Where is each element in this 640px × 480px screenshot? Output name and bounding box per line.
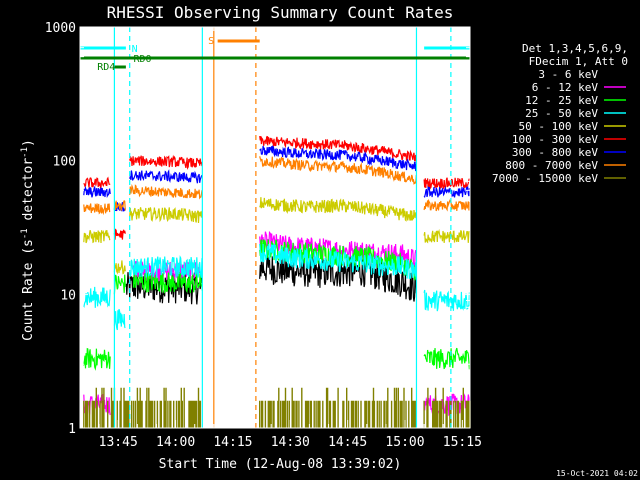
series-mark-25-50keV-0: [83, 286, 111, 308]
legend-label: 800 - 7000 keV: [505, 159, 598, 172]
plot-frame: [79, 26, 471, 429]
series-mark-12-25keV-0: [83, 347, 111, 371]
legend-label: 300 - 800 keV: [512, 146, 598, 159]
x-tick-label: 14:45: [328, 435, 367, 450]
series-mark-100-300keV-1: [113, 228, 126, 240]
series-800-7000keV: [83, 156, 470, 216]
x-tick-label: 14:00: [156, 435, 195, 450]
series-mark-100-300keV-3: [259, 135, 417, 164]
legend-label: 100 - 300 keV: [512, 133, 598, 146]
series-mark-100-300keV-0: [83, 176, 111, 190]
series-mark-12-25keV-4: [423, 347, 470, 370]
series-mark-50-100keV-4: [423, 228, 470, 244]
flag-label-RD0: RD0: [134, 54, 152, 65]
legend-label: 3 - 6 keV: [538, 68, 598, 81]
series-mark-50-100keV-2: [129, 207, 203, 224]
series-mark-800-7000keV-2: [129, 183, 203, 200]
legend-label: 25 - 50 keV: [525, 107, 598, 120]
series-mark-800-7000keV-1: [113, 200, 126, 211]
legend-label: 50 - 100 keV: [519, 120, 599, 133]
series-mark-50-100keV-0: [83, 229, 111, 244]
series-100-300keV: [83, 135, 470, 240]
series-mark-25-50keV-1: [113, 308, 126, 331]
series-mark-800-7000keV-4: [423, 198, 470, 212]
flag-label-RD4: RD4: [97, 62, 115, 73]
series-mark-25-50keV-3: [259, 243, 417, 280]
legend-header-detectors: Det 1,3,4,5,6,9,: [522, 42, 628, 55]
legend: Det 1,3,4,5,6,9, FDecim 1, Att 0 3 - 6 k…: [492, 42, 628, 185]
y-tick-label: 100: [53, 155, 76, 170]
series-50-100keV: [83, 197, 470, 275]
series-mark-25-50keV-2: [129, 255, 203, 278]
y-tick-label: 1000: [45, 21, 76, 36]
series-mark-12-25keV-2: [132, 271, 203, 294]
series-mark-300-800keV-4: [423, 185, 470, 199]
flag-label-N: N: [132, 44, 138, 55]
plot-area: [80, 27, 470, 428]
series-mark-300-800keV-2: [129, 169, 203, 184]
series-mark-100-300keV-4: [423, 177, 470, 190]
y-axis-label: Count Rate (s-1 detector-1): [20, 139, 36, 341]
legend-label: 6 - 12 keV: [532, 81, 599, 94]
series-mark-12-25keV-1: [113, 274, 126, 295]
legend-label: 7000 - 15000 keV: [492, 172, 598, 185]
x-tick-label: 15:00: [385, 435, 424, 450]
series-mark-800-7000keV-3: [259, 156, 417, 185]
chart-title: RHESSI Observing Summary Count Rates: [107, 3, 454, 22]
series-mark-7000-15000keV-0: [83, 387, 202, 428]
legend-header-decimation: FDecim 1, Att 0: [529, 55, 628, 68]
series-mark-100-300keV-2: [129, 154, 203, 170]
y-tick-label: 10: [60, 288, 76, 303]
series-mark-7000-15000keV-1: [259, 387, 417, 428]
series-mark-800-7000keV-0: [83, 203, 111, 216]
plot-background: [80, 27, 470, 428]
data-layer: N S RD0 RD4: [80, 27, 471, 428]
x-axis-label: Start Time (12-Aug-08 13:39:02): [159, 457, 402, 472]
flag-label-S: S: [208, 36, 214, 47]
y-tick-label: 1: [68, 422, 76, 437]
timestamp: 15-Oct-2021 04:02: [556, 469, 638, 478]
series-mark-25-50keV-4: [423, 289, 470, 312]
series-mark-3-6keV-1: [259, 252, 417, 302]
axes: 1 10 100 1000 13:45 14:00 14:15 14:30 14:45 15:00…: [45, 21, 482, 450]
series-mark-300-800keV-0: [83, 185, 111, 199]
x-tick-label: 15:15: [443, 435, 482, 450]
x-tick-label: 13:45: [99, 435, 138, 450]
legend-label: 12 - 25 keV: [525, 94, 598, 107]
x-tick-label: 14:15: [213, 435, 252, 450]
series-25-50keV: [83, 243, 470, 331]
series-mark-300-800keV-3: [259, 144, 417, 172]
x-tick-label: 14:30: [271, 435, 310, 450]
series-mark-50-100keV-3: [259, 197, 417, 222]
series-mark-50-100keV-1: [113, 260, 126, 275]
